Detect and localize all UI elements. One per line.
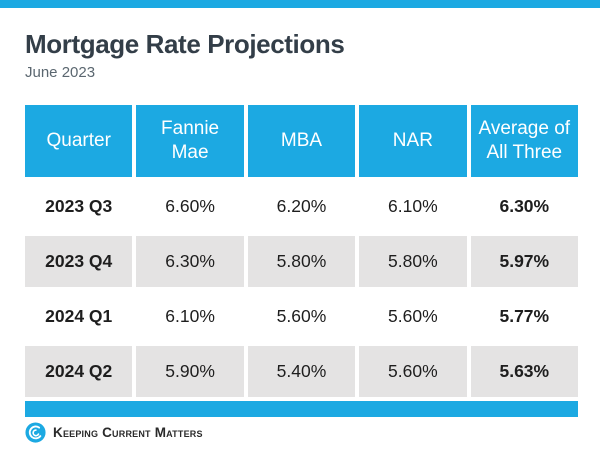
page-title: Mortgage Rate Projections bbox=[25, 29, 345, 59]
rate-cell: 5.80% bbox=[359, 236, 467, 287]
table-body: 2023 Q3 6.60% 6.20% 6.10% 6.30% 2023 Q4 6.30% 5… bbox=[25, 181, 578, 397]
table-header-row: Quarter Fannie Mae MBA NAR Average of All Th… bbox=[25, 105, 578, 177]
footer: Keeping Current Matters bbox=[25, 422, 600, 443]
rate-cell: 5.80% bbox=[247, 236, 356, 287]
brand-name: Keeping Current Matters bbox=[53, 425, 203, 440]
rate-cell: 5.60% bbox=[359, 346, 467, 397]
rate-cell: 6.30% bbox=[136, 236, 244, 287]
column-header-mba: MBA bbox=[247, 105, 356, 177]
rate-cell: 5.60% bbox=[388, 306, 438, 326]
top-accent-bar bbox=[0, 0, 600, 8]
rate-cell: 5.60% bbox=[276, 306, 327, 326]
table-head: Quarter Fannie Mae MBA NAR Average of All Th… bbox=[25, 105, 578, 177]
quarter-cell: 2023 Q3 bbox=[45, 196, 113, 216]
table-row: 2024 Q2 5.90% 5.40% 5.60% 5.63% bbox=[25, 346, 578, 397]
average-cell: 5.63% bbox=[470, 346, 578, 397]
kcm-swirl-icon bbox=[25, 422, 46, 443]
column-header-nar: NAR bbox=[359, 105, 467, 177]
quarter-cell: 2024 Q2 bbox=[25, 346, 133, 397]
table-row: 2023 Q3 6.60% 6.20% 6.10% 6.30% bbox=[25, 181, 578, 232]
average-cell: 5.77% bbox=[499, 306, 550, 326]
rate-cell: 5.90% bbox=[136, 346, 244, 397]
quarter-cell: 2024 Q1 bbox=[45, 306, 113, 326]
bottom-accent-bar bbox=[25, 401, 578, 417]
rate-cell: 6.10% bbox=[388, 196, 438, 216]
column-header-fannie-mae: Fannie Mae bbox=[136, 105, 244, 177]
table-row: 2024 Q1 6.10% 5.60% 5.60% 5.77% bbox=[25, 291, 578, 342]
column-header-quarter: Quarter bbox=[25, 105, 133, 177]
average-cell: 5.97% bbox=[470, 236, 578, 287]
rate-cell: 6.20% bbox=[276, 196, 327, 216]
column-header-average-of-all-three: Average of All Three bbox=[470, 105, 578, 177]
page-subtitle: June 2023 bbox=[25, 64, 96, 81]
rate-cell: 5.40% bbox=[247, 346, 356, 397]
average-cell: 6.30% bbox=[499, 196, 550, 216]
quarter-cell: 2023 Q4 bbox=[25, 236, 133, 287]
table-row: 2023 Q4 6.30% 5.80% 5.80% 5.97% bbox=[25, 236, 578, 287]
projections-table: Quarter Fannie Mae MBA NAR Average of All Th… bbox=[21, 101, 582, 401]
rate-cell: 6.60% bbox=[165, 196, 215, 216]
rate-cell: 6.10% bbox=[165, 306, 215, 326]
